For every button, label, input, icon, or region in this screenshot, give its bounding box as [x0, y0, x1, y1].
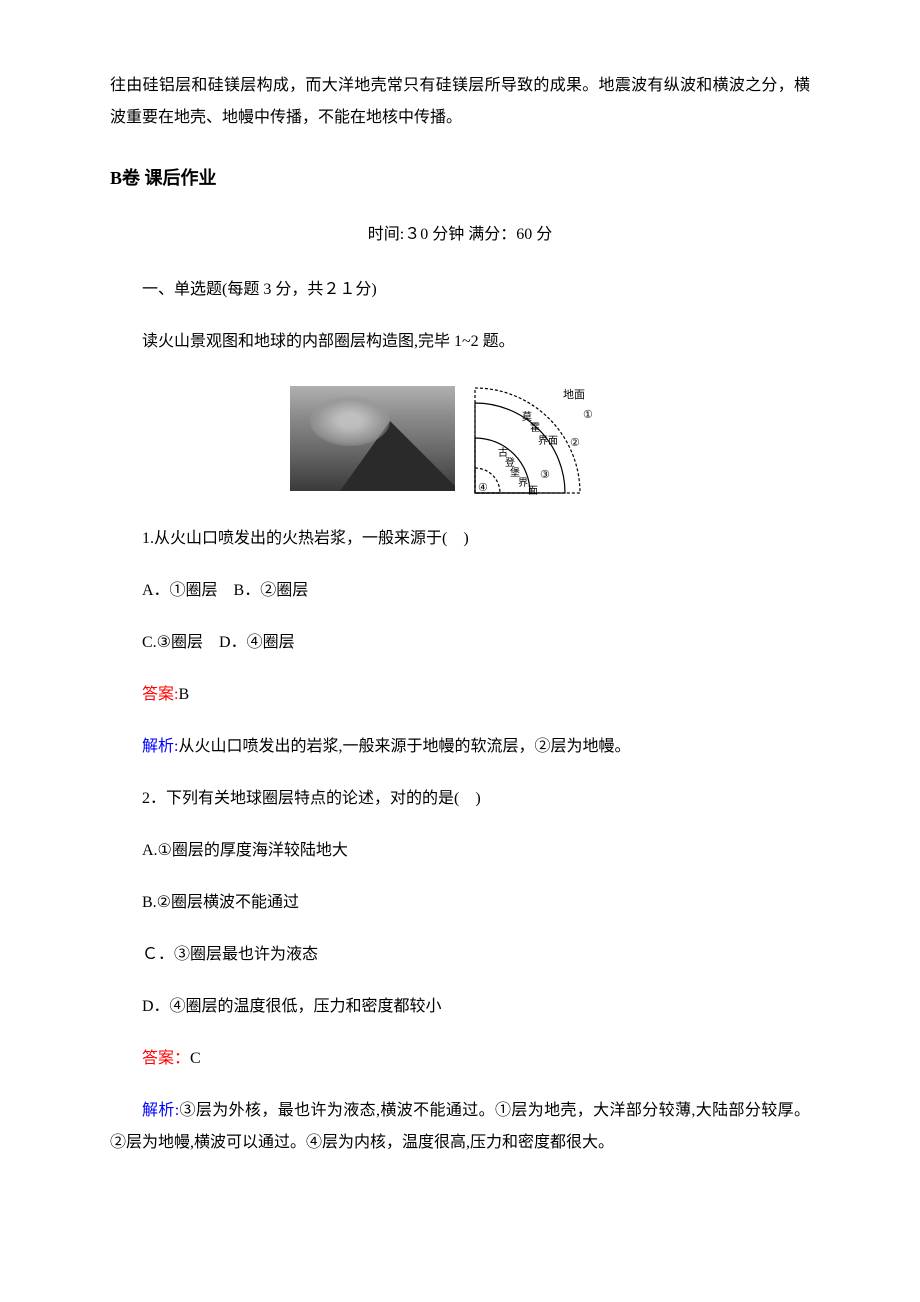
q1-options-ab: A．①圈层 B．②圈层: [110, 575, 810, 607]
q2-analysis-text: ③层为外核，最也许为液态,横波不能通过。①层为地壳，大洋部分较薄,大陆部分较厚。…: [110, 1102, 810, 1151]
section-b-title: B卷 课后作业: [110, 164, 810, 190]
single-choice-heading: 一、单选题(每题 3 分，共２１分): [110, 274, 810, 306]
q2-answer: 答案：C: [110, 1043, 810, 1075]
figure-row: 地面 莫 霍 界面 古 登 堡 界 面 ① ② ③ ④: [110, 378, 810, 498]
label-moho-3: 界面: [538, 435, 558, 447]
figure-intro: 读火山景观图和地球的内部圈层构造图,完毕 1~2 题。: [110, 326, 810, 358]
q1-analysis-label: 解析:: [142, 738, 178, 755]
label-n4: ④: [478, 482, 488, 494]
q2-option-d: D．④圈层的温度很低，压力和密度都较小: [110, 991, 810, 1023]
label-moho-2: 霍: [530, 422, 540, 434]
q1-answer: 答案:B: [110, 679, 810, 711]
q2-option-b: B.②圈层横波不能通过: [110, 887, 810, 919]
q1-answer-value: B: [178, 686, 189, 703]
q2-answer-value: C: [190, 1050, 201, 1067]
label-n2: ②: [570, 437, 580, 449]
section-b-subtitle: 时间:３0 分钟 满分：60 分: [110, 220, 810, 244]
earth-layers-diagram: 地面 莫 霍 界面 古 登 堡 界 面 ① ② ③ ④: [470, 378, 630, 498]
q1-options-cd: C.③圈层 D．④圈层: [110, 627, 810, 659]
label-guten-5: 面: [528, 486, 538, 497]
q1-analysis-text: 从火山口喷发出的岩浆,一般来源于地幔的软流层，②层为地幔。: [178, 738, 630, 755]
q1-answer-label: 答案:: [142, 686, 178, 703]
label-n1: ①: [583, 409, 593, 421]
label-surface: 地面: [563, 388, 585, 401]
q1-analysis: 解析:从火山口喷发出的岩浆,一般来源于地幔的软流层，②层为地幔。: [110, 731, 810, 763]
q2-option-a: A.①圈层的厚度海洋较陆地大: [110, 835, 810, 867]
label-guten-4: 界: [518, 477, 528, 489]
q2-option-c: Ｃ．③圈层最也许为液态: [110, 939, 810, 971]
q2-analysis-label: 解析:: [142, 1102, 179, 1119]
q1-stem: 1.从火山口喷发出的火热岩浆，一般来源于( ): [110, 523, 810, 555]
q2-answer-label: 答案：: [142, 1050, 190, 1067]
volcano-photo: [290, 386, 455, 491]
q2-analysis: 解析:③层为外核，最也许为液态,横波不能通过。①层为地壳，大洋部分较薄,大陆部分…: [110, 1095, 810, 1159]
top-continuation-paragraph: 往由硅铝层和硅镁层构成，而大洋地壳常只有硅镁层所导致的成果。地震波有纵波和横波之…: [110, 70, 810, 134]
label-n3: ③: [540, 469, 550, 481]
label-moho: 莫: [522, 411, 532, 423]
q2-stem: 2．下列有关地球圈层特点的论述，对的的是( ): [110, 783, 810, 815]
